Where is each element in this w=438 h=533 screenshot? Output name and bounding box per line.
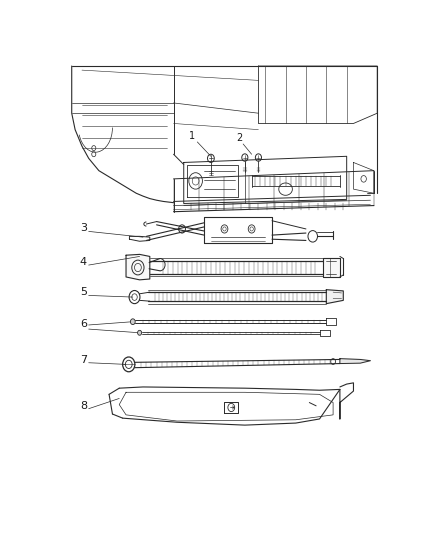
Text: 5: 5	[80, 287, 87, 297]
Text: 8: 8	[80, 401, 87, 411]
Text: 6: 6	[80, 319, 87, 329]
Text: 7: 7	[80, 355, 87, 365]
Polygon shape	[340, 359, 371, 364]
Polygon shape	[326, 290, 343, 304]
Text: 1: 1	[189, 131, 195, 141]
Text: 4: 4	[80, 257, 87, 267]
Circle shape	[138, 330, 141, 335]
Polygon shape	[323, 257, 340, 277]
Polygon shape	[126, 254, 150, 280]
Text: 3: 3	[80, 223, 87, 233]
Text: 2: 2	[236, 133, 242, 143]
Circle shape	[131, 319, 135, 325]
